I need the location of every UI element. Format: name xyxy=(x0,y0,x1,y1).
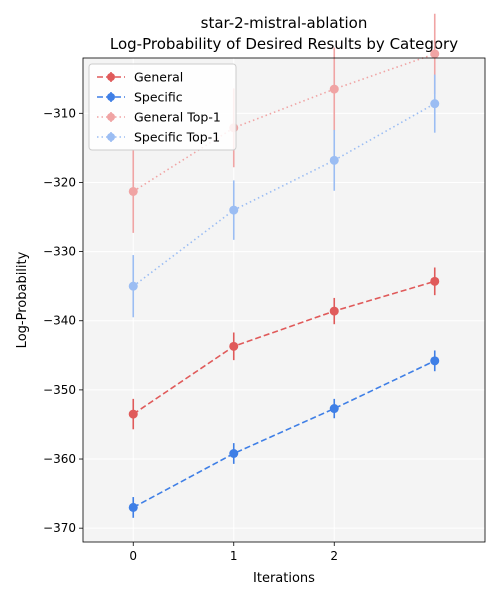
data-point xyxy=(329,306,339,316)
legend-label: General Top-1 xyxy=(134,110,221,125)
legend-marker xyxy=(107,113,115,121)
legend-marker xyxy=(107,93,115,101)
legend-label: Specific Top-1 xyxy=(134,130,220,145)
legend-label: General xyxy=(134,70,183,85)
data-point xyxy=(229,448,239,458)
y-ticks: −310 −320 −330 −340 −350 −360 −370 xyxy=(43,106,83,535)
y-tick-label: −310 xyxy=(43,106,76,120)
data-point xyxy=(329,155,339,165)
y-tick-label: −360 xyxy=(43,452,76,466)
data-point xyxy=(329,404,339,414)
legend-label: Specific xyxy=(134,90,183,105)
data-point xyxy=(128,409,138,419)
y-tick-label: −330 xyxy=(43,245,76,259)
x-axis-label: Iterations xyxy=(253,571,315,586)
data-point xyxy=(430,276,440,286)
data-point xyxy=(430,49,440,59)
series-line xyxy=(132,53,436,193)
legend-box xyxy=(88,63,237,151)
x-ticks: 0 1 2 xyxy=(129,542,338,563)
chart-title-line2: Log-Probability of Desired Results by Ca… xyxy=(110,35,458,53)
series-layer xyxy=(128,13,440,518)
data-point xyxy=(128,186,138,196)
legend-marker xyxy=(107,73,115,81)
y-tick-label: −320 xyxy=(43,175,76,189)
series-specific xyxy=(128,350,440,518)
x-tick-label: 2 xyxy=(330,549,338,563)
series-line xyxy=(132,360,436,509)
data-point xyxy=(430,99,440,109)
legend-marker xyxy=(107,133,115,141)
x-tick-label: 1 xyxy=(230,549,238,563)
legend-item xyxy=(97,112,125,122)
data-point xyxy=(329,84,339,94)
y-tick-label: −340 xyxy=(43,314,76,328)
legend-item xyxy=(97,132,125,142)
y-tick-label: −370 xyxy=(43,521,76,535)
series-general xyxy=(128,267,440,430)
legend-item xyxy=(97,92,125,102)
series-line xyxy=(132,280,435,415)
series-specific-top-1 xyxy=(128,74,440,318)
data-point xyxy=(128,502,138,512)
data-point xyxy=(128,281,138,291)
y-tick-label: −350 xyxy=(43,383,76,397)
y-axis-label: Log-Probability xyxy=(15,251,30,348)
plot-frame xyxy=(82,57,486,543)
data-point xyxy=(430,356,440,366)
legend: General Specific General Top-1 Specific Top… xyxy=(88,63,237,151)
x-tick-label: 0 xyxy=(129,549,137,563)
data-point xyxy=(229,341,239,351)
series-line xyxy=(132,102,436,287)
chart-title-line1: star-2-mistral-ablation xyxy=(201,14,368,32)
legend-item xyxy=(97,72,125,82)
data-point xyxy=(229,205,239,215)
